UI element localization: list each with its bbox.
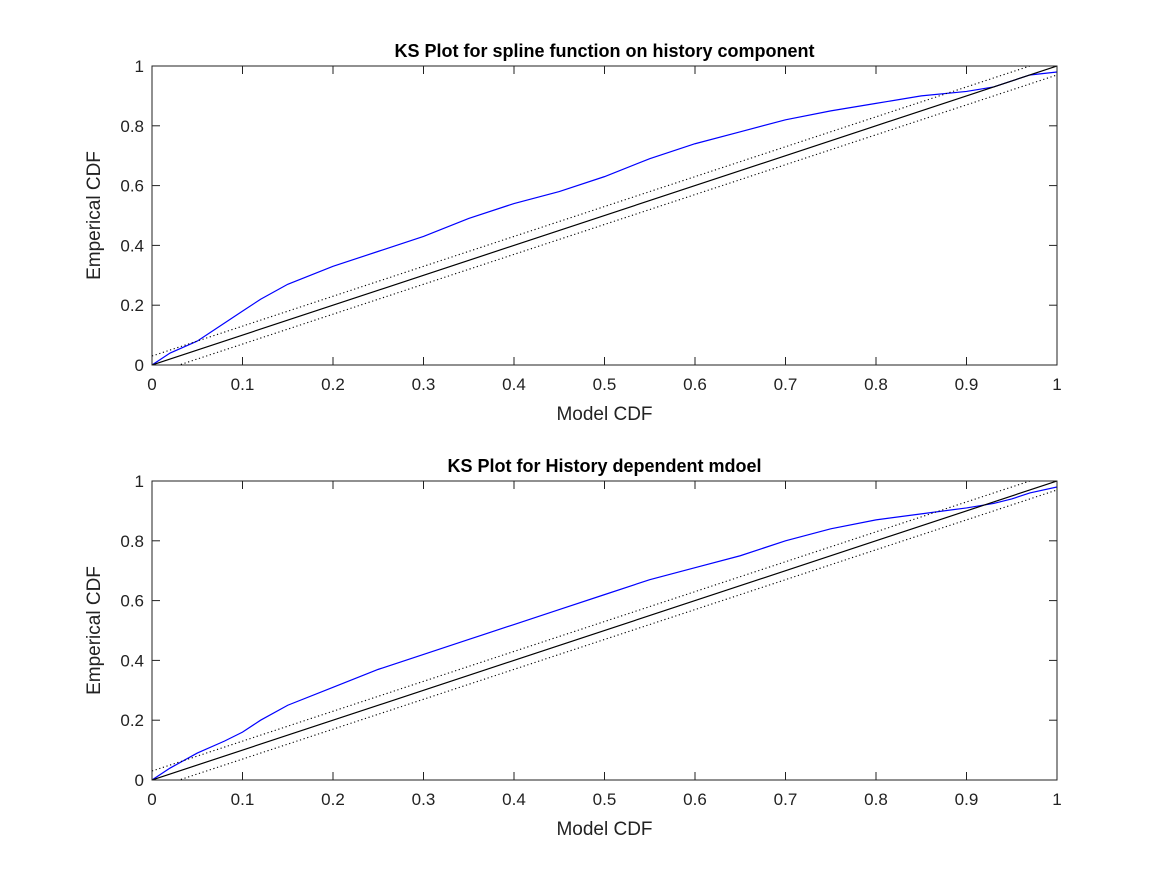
chart-title: KS Plot for spline function on history c… xyxy=(395,41,815,61)
x-tick-label: 0.5 xyxy=(593,375,617,394)
x-axis-label: Model CDF xyxy=(556,404,652,425)
x-tick-label: 0.3 xyxy=(412,375,436,394)
x-tick-label: 1 xyxy=(1052,375,1061,394)
empirical-cdf-line xyxy=(152,71,1057,365)
y-tick-label: 0.8 xyxy=(120,532,144,551)
x-tick-label: 0.8 xyxy=(864,790,888,809)
x-tick-label: 0 xyxy=(147,375,156,394)
x-tick-label: 1 xyxy=(1052,790,1061,809)
x-tick-label: 0.4 xyxy=(502,375,526,394)
y-tick-label: 0 xyxy=(135,771,144,790)
x-axis-label: Model CDF xyxy=(556,819,652,840)
x-tick-label: 0.4 xyxy=(502,790,526,809)
reference-diagonal-line xyxy=(152,66,1057,365)
y-tick-label: 0.2 xyxy=(120,296,144,315)
subplot-top: KS Plot for spline function on history c… xyxy=(84,41,1062,425)
x-tick-label: 0.6 xyxy=(683,375,707,394)
confidence-bound-line xyxy=(177,489,1057,780)
y-tick-label: 0.6 xyxy=(120,177,144,196)
x-tick-label: 0.8 xyxy=(864,375,888,394)
empirical-cdf-line xyxy=(152,486,1057,780)
x-tick-label: 0.7 xyxy=(774,790,798,809)
y-tick-label: 0.4 xyxy=(120,236,144,255)
y-axis-label: Emperical CDF xyxy=(84,566,105,695)
x-tick-label: 0.6 xyxy=(683,790,707,809)
x-tick-label: 0.5 xyxy=(593,790,617,809)
x-tick-label: 0.7 xyxy=(774,375,798,394)
y-tick-label: 0.6 xyxy=(120,592,144,611)
reference-diagonal-line xyxy=(152,481,1057,780)
x-tick-label: 0 xyxy=(147,790,156,809)
y-tick-label: 0 xyxy=(135,356,144,375)
y-tick-label: 0.8 xyxy=(120,117,144,136)
y-axis-label: Emperical CDF xyxy=(84,151,105,280)
x-tick-label: 0.3 xyxy=(412,790,436,809)
x-tick-label: 0.1 xyxy=(231,790,255,809)
y-tick-label: 0.2 xyxy=(120,711,144,730)
y-tick-label: 1 xyxy=(135,57,144,76)
confidence-bound-line xyxy=(177,74,1057,365)
confidence-bound-line xyxy=(152,481,1032,772)
y-tick-label: 0.4 xyxy=(120,651,144,670)
y-tick-label: 1 xyxy=(135,472,144,491)
subplot-bottom: KS Plot for History dependent mdoel Mode… xyxy=(84,456,1062,840)
x-tick-label: 0.2 xyxy=(321,375,345,394)
confidence-bound-line xyxy=(152,66,1032,357)
x-tick-label: 0.2 xyxy=(321,790,345,809)
chart-title: KS Plot for History dependent mdoel xyxy=(447,456,761,476)
x-tick-label: 0.1 xyxy=(231,375,255,394)
x-tick-label: 0.9 xyxy=(955,790,979,809)
x-tick-label: 0.9 xyxy=(955,375,979,394)
